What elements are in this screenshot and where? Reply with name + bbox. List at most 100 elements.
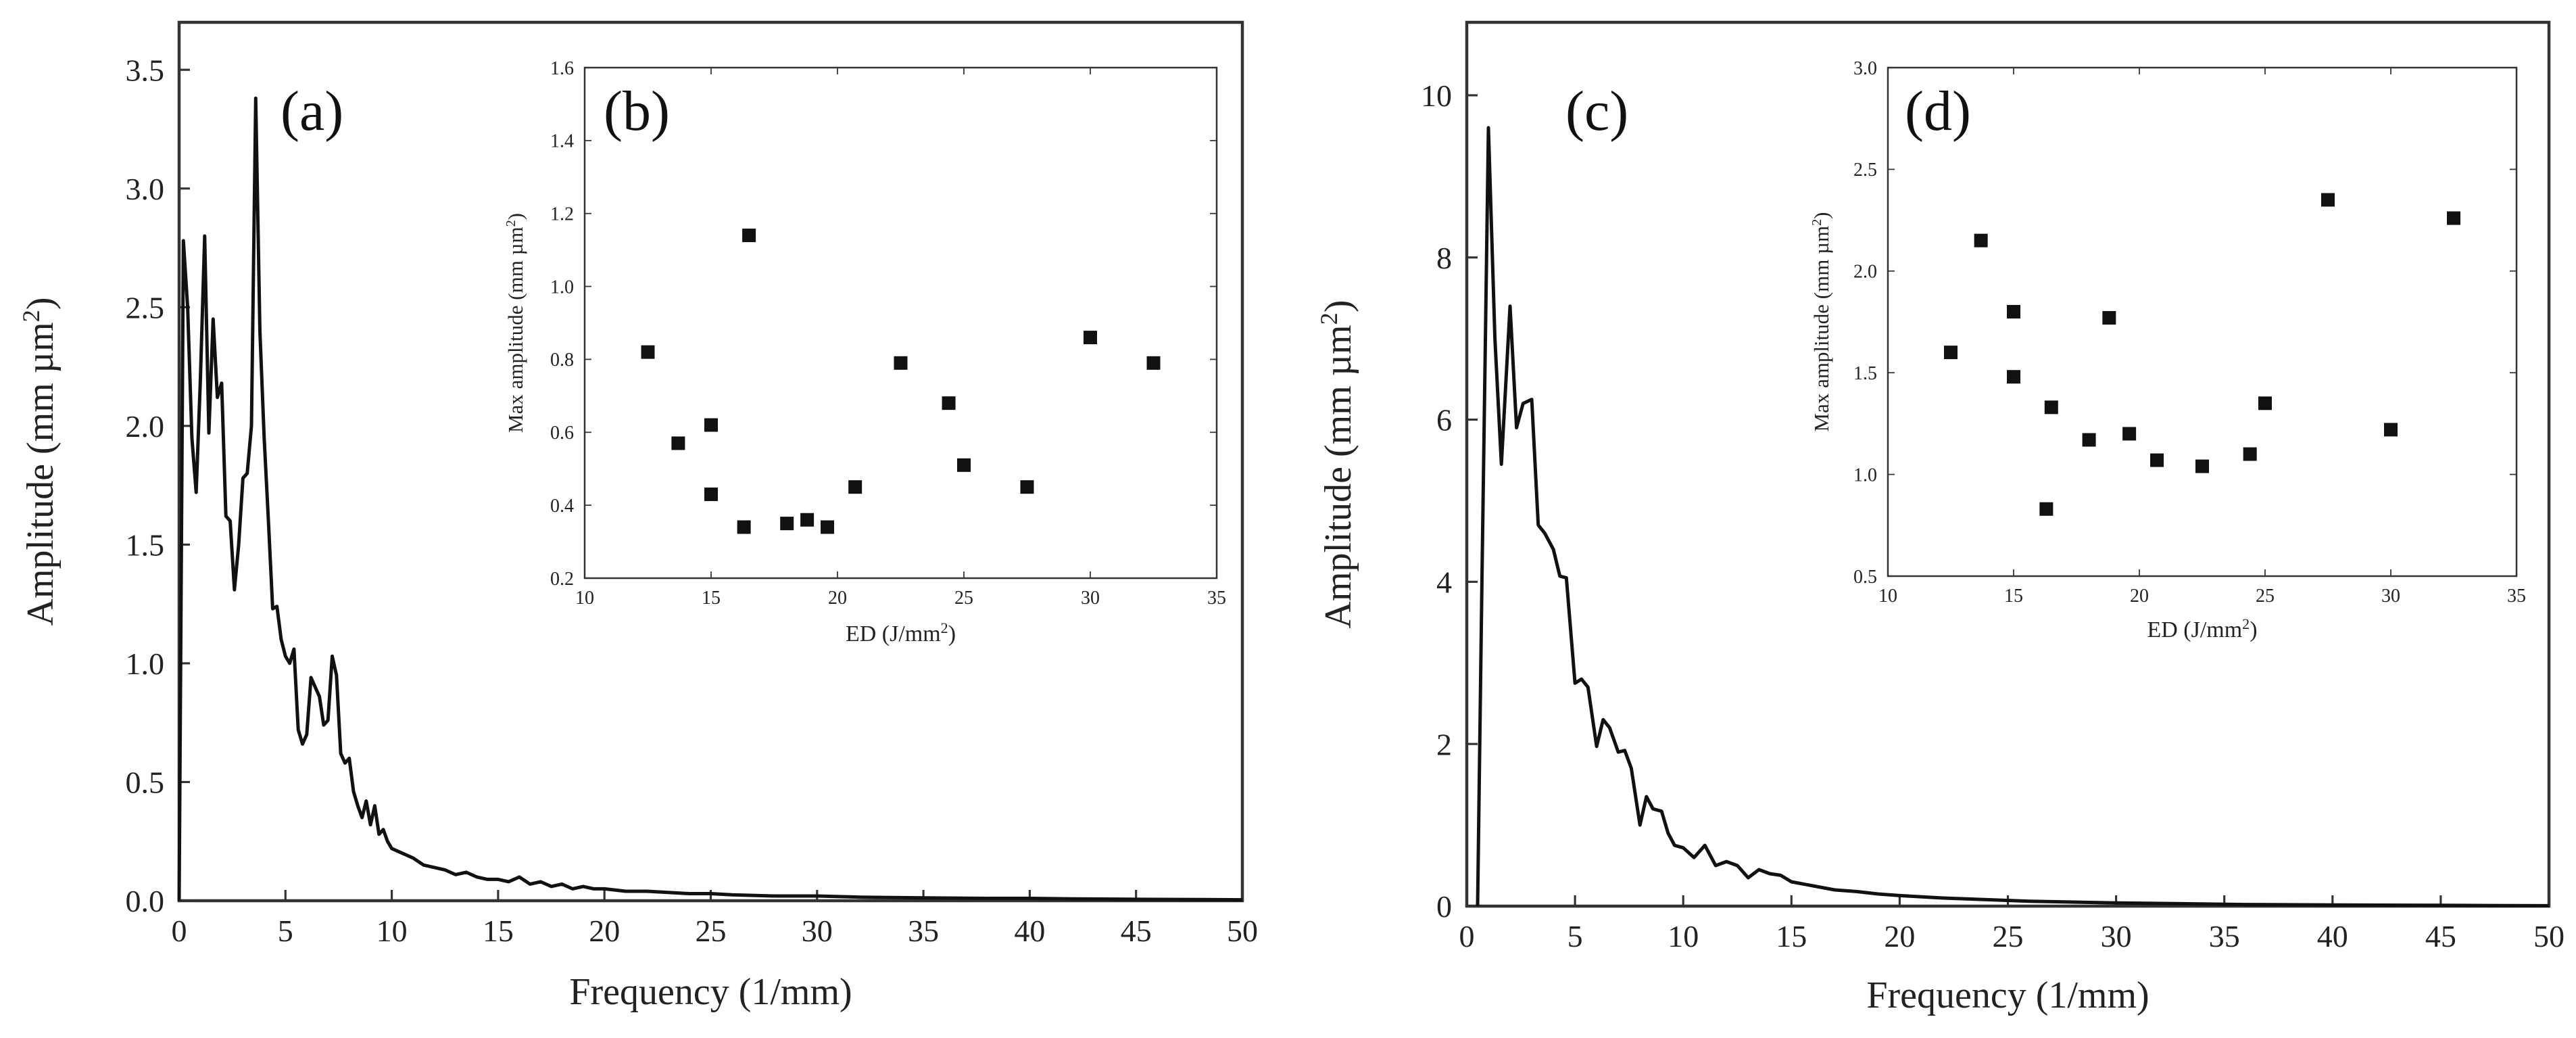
y-axis-label: Max amplitude (mm µm2) [1809, 212, 1833, 432]
y-tick-label: 1.2 [550, 204, 574, 225]
data-point [2039, 502, 2053, 516]
panel-a-spectrum-chart: 0 5 10 15 20 25 30 35 40 45 50 0.0 0.5 1.0 1.5 2.0 2.5 3.… [18, 20, 1258, 1013]
y-tick-label: 1.4 [550, 131, 574, 152]
x-tick-label: 15 [483, 914, 514, 948]
x-tick-label: 25 [954, 588, 973, 609]
y-axis-label: Amplitude (mm µm2) [18, 298, 62, 626]
data-point [704, 418, 718, 432]
y-axis-label-main: Amplitude (mm µm [1317, 325, 1359, 628]
y-tick-label: 1.0 [1853, 465, 1877, 486]
y-axis-label-superscript: 2 [18, 310, 45, 322]
y-tick-label: 10 [1421, 78, 1452, 113]
x-axis-label-close: ) [948, 621, 956, 646]
x-tick-label: 10 [575, 588, 594, 609]
y-tick-label: 2.0 [126, 409, 165, 444]
data-point [2007, 304, 2020, 319]
data-point [2150, 453, 2164, 467]
x-tick-label: 10 [1878, 586, 1897, 607]
x-tick-label: 35 [908, 914, 939, 948]
x-tick-label: 45 [2425, 919, 2456, 953]
x-tick-label: 50 [2533, 919, 2565, 953]
data-point [942, 396, 956, 410]
x-tick-label: 30 [1081, 588, 1100, 609]
y-tick-label: 3.0 [1853, 58, 1877, 79]
x-tick-label: 15 [1776, 919, 1807, 953]
y-axis-label-main: Max amplitude (mm µm [1809, 226, 1833, 432]
data-point [1974, 233, 1988, 247]
x-tick-label: 15 [2004, 586, 2023, 607]
y-tick-label: 1.5 [1853, 363, 1877, 384]
y-tick-label: 0.8 [550, 350, 574, 371]
y-tick-label: 2.5 [1853, 160, 1877, 181]
x-tick-label: 35 [2507, 586, 2526, 607]
y-tick-label: 3.5 [126, 53, 165, 87]
x-tick-label: 20 [1884, 919, 1915, 953]
panel-b-inset-scatter-chart: 10 15 20 25 30 35 0.2 0.4 0.6 0.8 1.0 1.2 1.4 1.6 ED (… [504, 58, 1226, 646]
data-point [780, 517, 794, 531]
x-tick-label: 20 [589, 914, 620, 948]
x-tick-label: 25 [1993, 919, 2024, 953]
x-axis-label-close: ) [2250, 617, 2257, 642]
x-axis-label-superscript: 2 [941, 619, 948, 636]
y-tick-label: 0.6 [550, 423, 574, 444]
x-tick-label: 20 [2130, 586, 2149, 607]
x-axis-label: Frequency (1/mm) [569, 971, 852, 1013]
x-axis-label: Frequency (1/mm) [1866, 974, 2149, 1016]
y-tick-label: 0.5 [126, 765, 165, 800]
y-tick-label: 0.5 [1853, 567, 1877, 588]
panel-label: (d) [1905, 80, 1971, 143]
data-point [1944, 346, 1958, 360]
x-tick-label: 50 [1227, 914, 1258, 948]
data-point [2258, 396, 2272, 410]
x-axis-label: ED (J/mm2) [846, 619, 956, 647]
data-point [671, 436, 685, 450]
x-tick-label: 0 [172, 914, 187, 948]
x-tick-label: 45 [1121, 914, 1152, 948]
panel-label: (b) [604, 80, 670, 143]
x-axis-label-main: ED (J/mm [846, 621, 941, 646]
y-tick-label: 0 [1436, 889, 1452, 924]
y-tick-label: 1.0 [550, 277, 574, 298]
data-point [737, 520, 751, 534]
y-tick-label: 2.0 [1853, 262, 1877, 283]
plot-frame [583, 66, 1218, 580]
y-axis-label: Amplitude (mm µm2) [1315, 300, 1359, 629]
x-tick-label: 10 [376, 914, 408, 948]
plot-frame [1887, 66, 2518, 577]
x-tick-label: 30 [2381, 586, 2400, 607]
series-line-spectrum [1476, 126, 2550, 907]
x-tick-label: 5 [278, 914, 293, 948]
panel-label: (a) [281, 80, 343, 143]
y-tick-label: 2 [1436, 727, 1452, 761]
data-point [2082, 433, 2096, 447]
data-point [2007, 370, 2020, 384]
y-axis-label-main: Max amplitude (mm µm [504, 227, 527, 433]
x-tick-label: 25 [2256, 586, 2275, 607]
y-tick-label: 1.5 [126, 527, 165, 562]
x-tick-label: 0 [1459, 919, 1475, 953]
data-point [2384, 423, 2398, 437]
data-point [2243, 447, 2257, 461]
x-tick-label: 35 [2209, 919, 2240, 953]
y-tick-label: 8 [1436, 241, 1452, 275]
data-point [2044, 400, 2058, 415]
y-tick-label: 1.0 [126, 646, 165, 681]
x-tick-label: 15 [702, 588, 721, 609]
data-point [800, 513, 815, 527]
data-point [2195, 459, 2209, 473]
data-point [1146, 356, 1161, 370]
y-axis-label-close: ) [1809, 212, 1833, 219]
x-tick-label: 40 [1014, 914, 1045, 948]
x-tick-label: 5 [1568, 919, 1583, 953]
data-point [742, 229, 756, 243]
x-tick-label: 20 [828, 588, 847, 609]
plot-area [1888, 68, 2517, 576]
y-tick-label: 6 [1436, 403, 1452, 438]
plot-area [585, 68, 1217, 578]
x-tick-label: 30 [2101, 919, 2132, 953]
data-point [641, 345, 655, 359]
panel-d-inset-scatter-chart: 10 15 20 25 30 350.51.01.52.02.53.0ED (J/mm2)… [1809, 58, 2526, 642]
y-tick-label: 0.0 [126, 884, 165, 918]
data-point [1020, 480, 1034, 494]
